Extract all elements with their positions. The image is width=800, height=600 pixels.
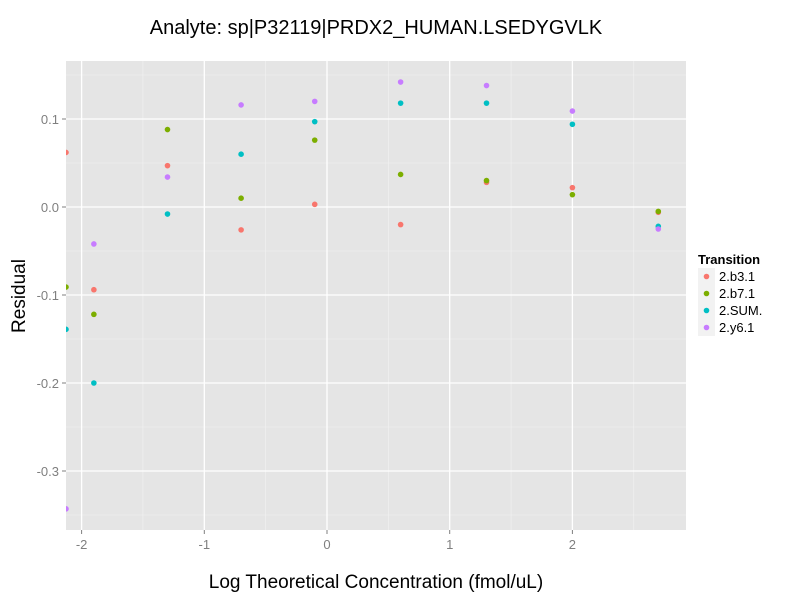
data-point	[91, 380, 97, 386]
data-point	[164, 126, 171, 133]
data-point	[483, 177, 490, 184]
data-point	[66, 506, 69, 512]
legend-dot-icon	[703, 324, 710, 331]
data-point	[483, 100, 490, 106]
chart-title: Analyte: sp|P32119|PRDX2_HUMAN.LSEDYGVLK	[150, 17, 603, 39]
legend-dot-icon	[703, 307, 710, 314]
x-tick-label: 0	[323, 537, 330, 552]
data-point	[569, 184, 576, 191]
legend-label: 2.SUM.	[719, 303, 762, 318]
y-tick-label: 0.0	[41, 200, 59, 215]
data-point	[238, 102, 244, 108]
legend-title: Transition	[698, 252, 760, 267]
legend-label: 2.y6.1	[719, 320, 754, 335]
data-point	[91, 311, 97, 318]
legend-dot-icon	[703, 290, 710, 297]
major-gridlines	[66, 61, 686, 530]
data-point	[238, 227, 244, 233]
x-tick-label: 2	[569, 537, 576, 552]
data-point	[91, 241, 97, 247]
x-tick-label: -1	[199, 537, 211, 552]
data-point	[655, 226, 662, 232]
y-tick-label: -0.3	[37, 464, 59, 479]
data-point	[164, 162, 171, 169]
data-point	[311, 118, 318, 125]
legend-label: 2.b3.1	[719, 269, 755, 284]
data-point	[483, 82, 490, 89]
data-point	[66, 326, 69, 333]
data-point	[311, 137, 318, 143]
y-axis: 0.1 0.0 -0.1 -0.2 -0.3	[37, 112, 66, 479]
y-axis-title: Residual	[9, 259, 30, 333]
data-point	[655, 208, 662, 215]
data-point	[311, 201, 318, 208]
data-point	[569, 121, 576, 128]
legend: Transition 2.b3.1 2.b7.1 2.SUM. 2.y6.1	[698, 252, 762, 336]
y-tick-label: -0.2	[37, 376, 59, 391]
y-tick-label: -0.1	[37, 288, 59, 303]
x-axis: -2 -1 0 1 2	[76, 530, 576, 552]
data-point	[238, 151, 244, 157]
data-point	[66, 149, 69, 156]
x-axis-title: Log Theoretical Concentration (fmol/uL)	[209, 572, 543, 593]
data-point	[238, 195, 244, 201]
legend-label: 2.b7.1	[719, 286, 755, 301]
data-point	[569, 191, 576, 198]
data-point	[397, 171, 404, 178]
x-tick-label: -2	[76, 537, 88, 552]
x-tick-label: 1	[446, 537, 453, 552]
legend-dot-icon	[703, 273, 710, 280]
data-point	[569, 108, 576, 114]
data-point	[91, 286, 97, 293]
data-point	[397, 100, 404, 106]
data-points	[66, 79, 662, 512]
y-tick-label: 0.1	[41, 112, 59, 127]
data-point	[397, 221, 404, 228]
data-point	[66, 284, 69, 290]
data-point	[397, 79, 404, 85]
data-point	[164, 211, 171, 217]
data-point	[164, 174, 171, 180]
data-point	[311, 98, 318, 105]
